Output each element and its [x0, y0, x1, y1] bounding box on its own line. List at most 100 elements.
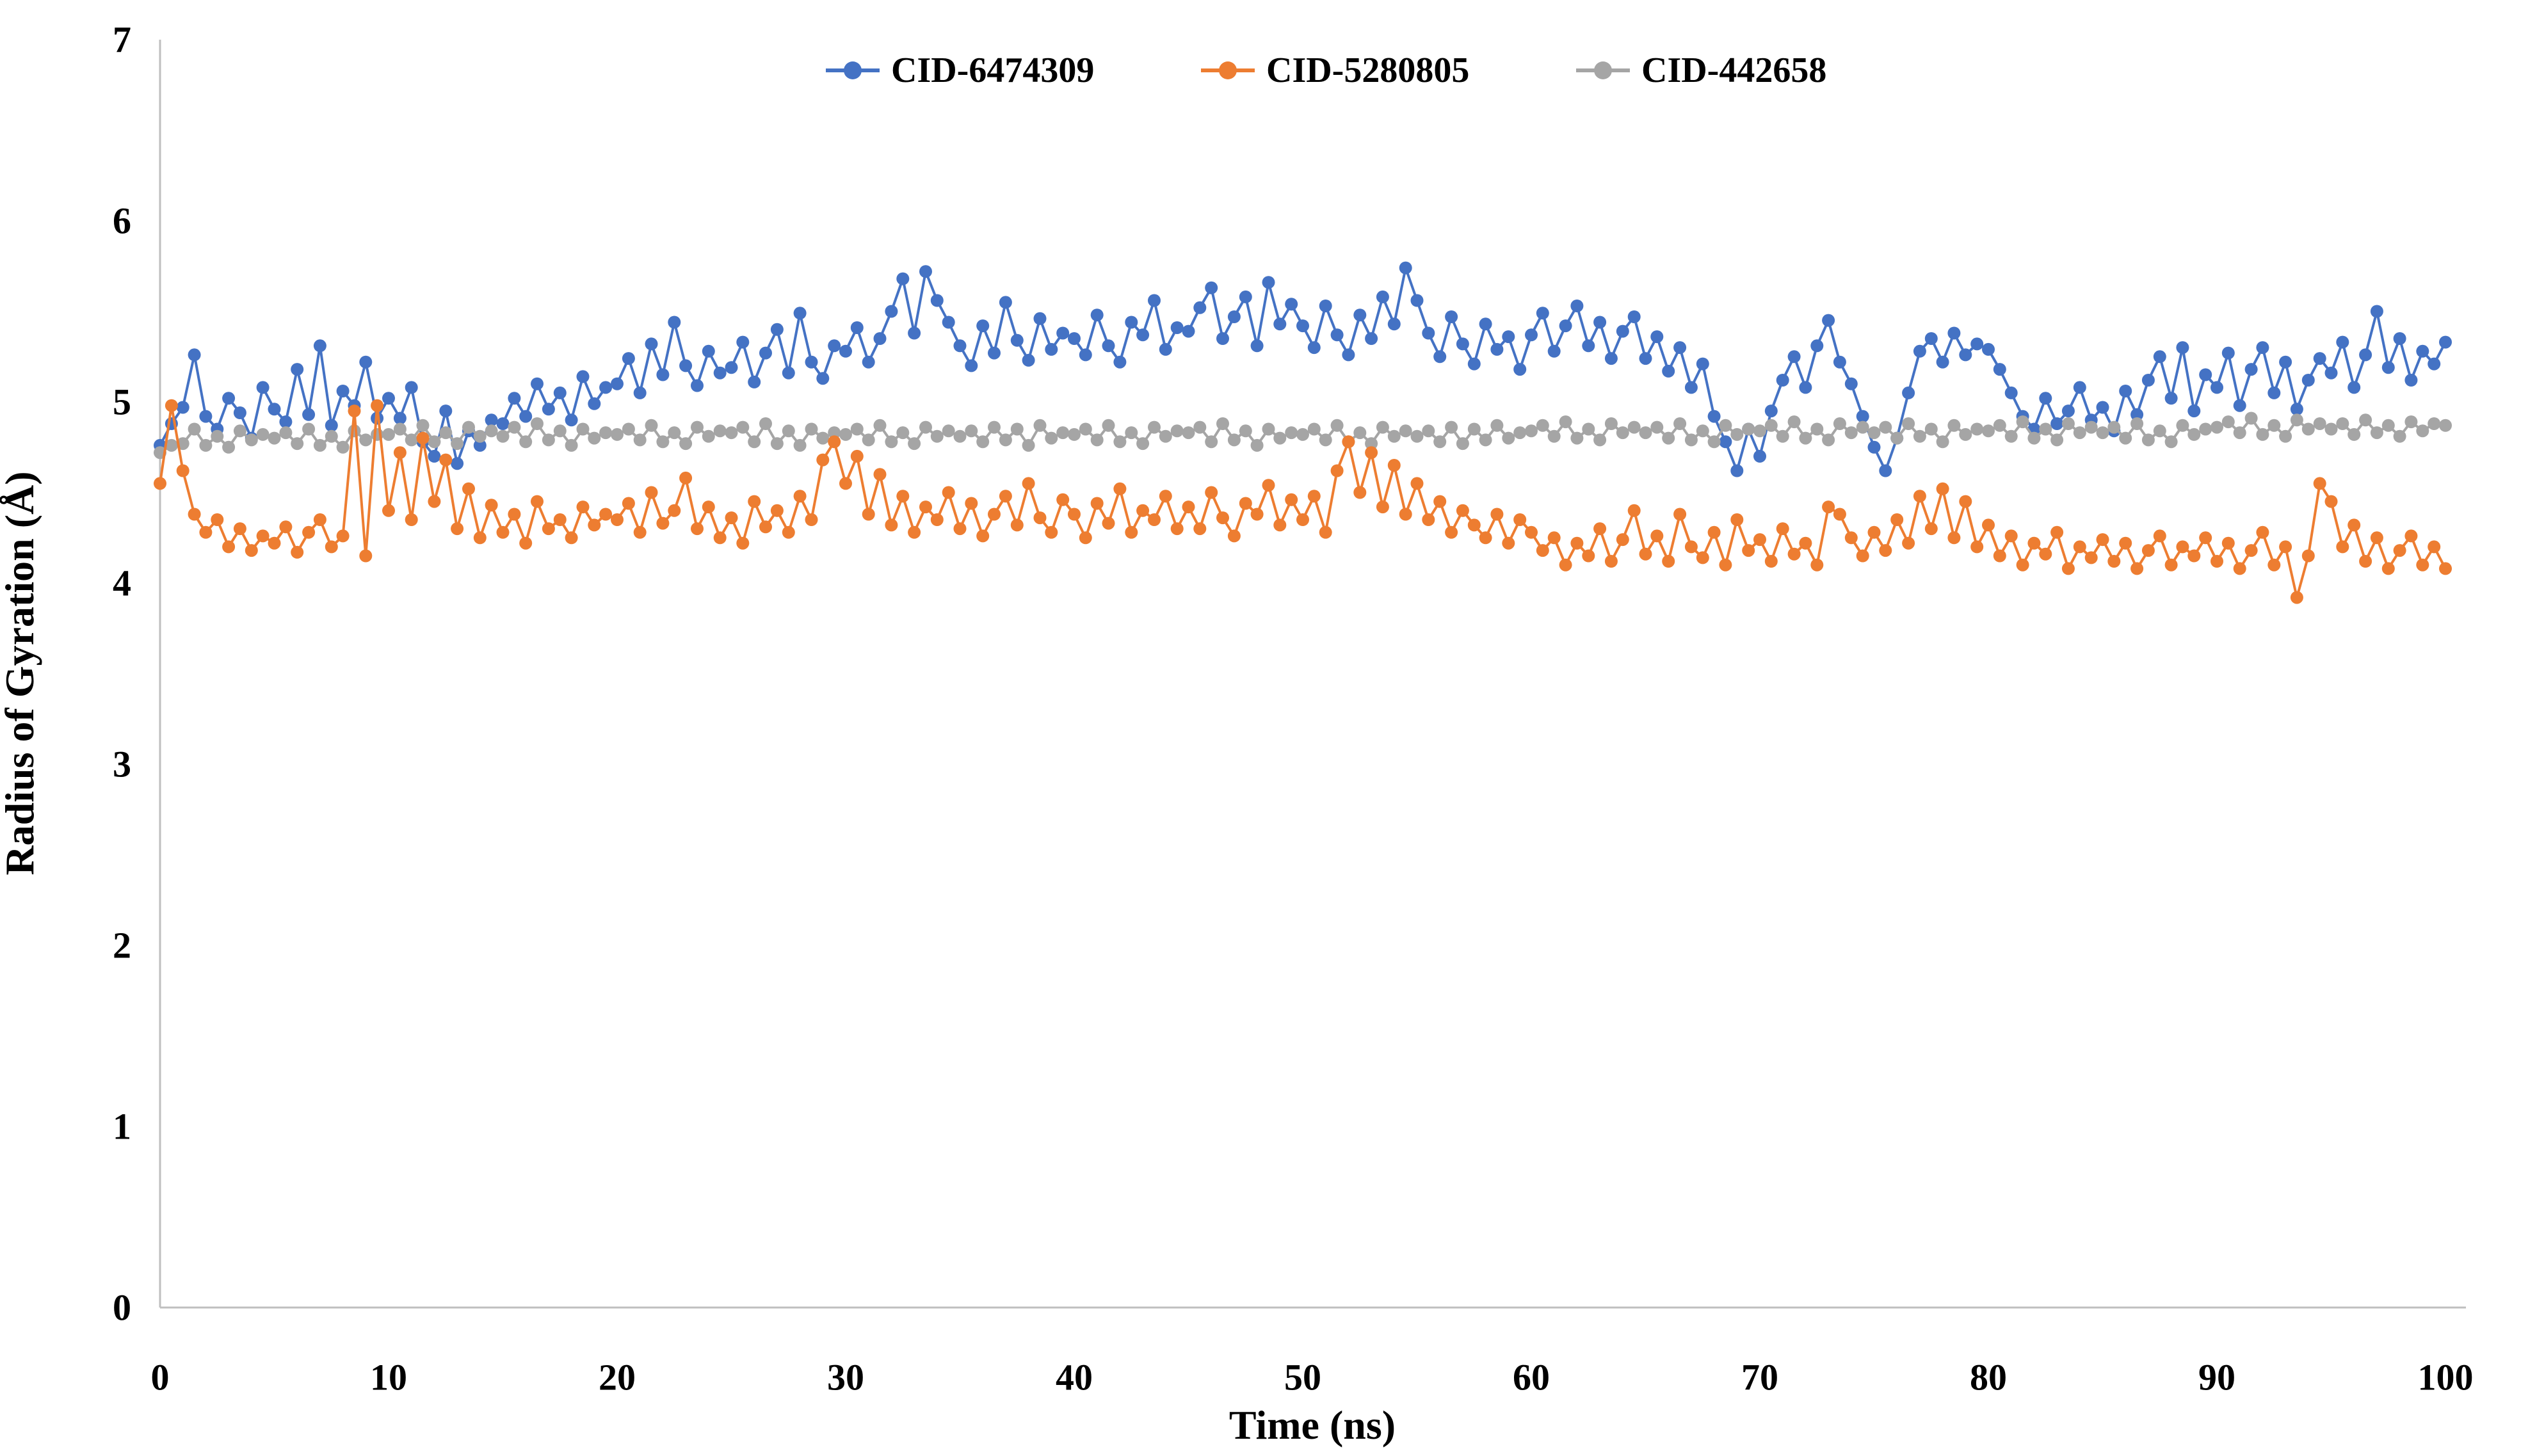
x-tick-40: 40 — [1056, 1357, 1093, 1398]
data-point — [1833, 355, 1846, 369]
data-point — [1068, 508, 1081, 521]
data-point — [828, 426, 841, 440]
data-point — [748, 375, 761, 388]
y-tick-7: 7 — [113, 19, 131, 61]
data-point — [188, 348, 201, 362]
data-point — [199, 438, 213, 452]
data-point — [782, 366, 795, 380]
data-point — [2416, 424, 2429, 438]
data-point — [885, 435, 898, 449]
data-point — [1353, 308, 1367, 322]
data-point — [1068, 332, 1081, 345]
data-point — [256, 529, 270, 543]
data-point — [268, 431, 281, 445]
data-point — [1159, 490, 1172, 503]
data-point — [313, 513, 326, 526]
data-point — [2073, 381, 2086, 394]
data-point — [2061, 562, 2075, 575]
data-point — [611, 428, 624, 441]
data-point — [1307, 422, 1321, 436]
data-point — [496, 429, 510, 443]
data-point — [1170, 321, 1184, 334]
data-point — [1250, 508, 1264, 521]
data-point — [1684, 381, 1698, 394]
data-point — [1262, 276, 1275, 289]
data-point — [1090, 497, 1104, 510]
data-point — [1239, 424, 1252, 438]
data-point — [1045, 525, 1058, 539]
data-point — [1490, 342, 1504, 356]
data-point — [1753, 449, 1766, 463]
data-point — [2381, 361, 2395, 374]
data-point — [793, 307, 807, 320]
data-point — [2233, 426, 2246, 440]
data-point — [1502, 431, 1515, 445]
data-point — [2176, 540, 2189, 554]
data-point — [1719, 558, 1732, 572]
data-point — [691, 379, 704, 392]
data-point — [1467, 518, 1481, 532]
data-point — [1079, 348, 1092, 362]
data-point — [336, 385, 350, 397]
data-point — [805, 513, 818, 526]
data-point — [919, 265, 932, 278]
data-point — [1216, 332, 1229, 345]
data-point — [588, 518, 601, 532]
data-point — [2439, 335, 2452, 349]
data-point — [816, 453, 830, 467]
data-point — [2187, 428, 2201, 441]
data-point — [1730, 513, 1744, 526]
data-point — [2199, 531, 2212, 545]
data-point — [691, 522, 704, 536]
data-point — [1627, 420, 1641, 434]
data-point — [176, 401, 189, 414]
data-point — [1673, 508, 1687, 521]
data-point — [1764, 419, 1778, 432]
data-point — [1182, 426, 1195, 440]
data-point — [1205, 435, 1218, 449]
data-point — [1319, 433, 1332, 447]
data-point — [1045, 431, 1058, 445]
data-point — [1982, 518, 1995, 532]
data-point — [1662, 431, 1675, 445]
data-point — [1993, 363, 2006, 376]
data-point — [2416, 558, 2429, 572]
data-point — [965, 497, 978, 510]
data-point — [908, 525, 921, 539]
data-point — [473, 531, 487, 545]
series-cid-6474309 — [154, 261, 2452, 477]
data-point — [2039, 392, 2052, 405]
data-point — [1307, 490, 1321, 503]
data-point — [713, 366, 727, 380]
data-point — [1536, 419, 1549, 432]
data-point — [1684, 433, 1698, 447]
data-point — [588, 431, 601, 445]
data-point — [805, 422, 818, 436]
data-point — [1502, 330, 1515, 344]
data-point — [805, 355, 818, 369]
data-point — [2359, 348, 2372, 362]
data-point — [1296, 513, 1309, 526]
data-point — [2061, 417, 2075, 430]
data-point — [1193, 522, 1207, 536]
data-point — [2428, 540, 2441, 554]
data-point — [1959, 428, 1972, 441]
data-point — [2348, 428, 2361, 441]
data-point — [748, 435, 761, 449]
data-point — [233, 424, 246, 438]
data-point — [439, 453, 453, 467]
data-point — [1776, 522, 1789, 536]
data-point — [496, 525, 510, 539]
data-point — [988, 508, 1001, 521]
data-point — [2130, 408, 2144, 421]
data-point — [2267, 558, 2281, 572]
data-point — [1353, 486, 1367, 499]
data-point — [1262, 422, 1275, 436]
data-point — [553, 386, 567, 399]
data-point — [873, 468, 887, 481]
data-point — [451, 522, 464, 536]
data-point — [1273, 317, 1287, 331]
data-point — [2290, 403, 2303, 416]
data-point — [1662, 555, 1675, 568]
data-point — [1227, 529, 1241, 543]
